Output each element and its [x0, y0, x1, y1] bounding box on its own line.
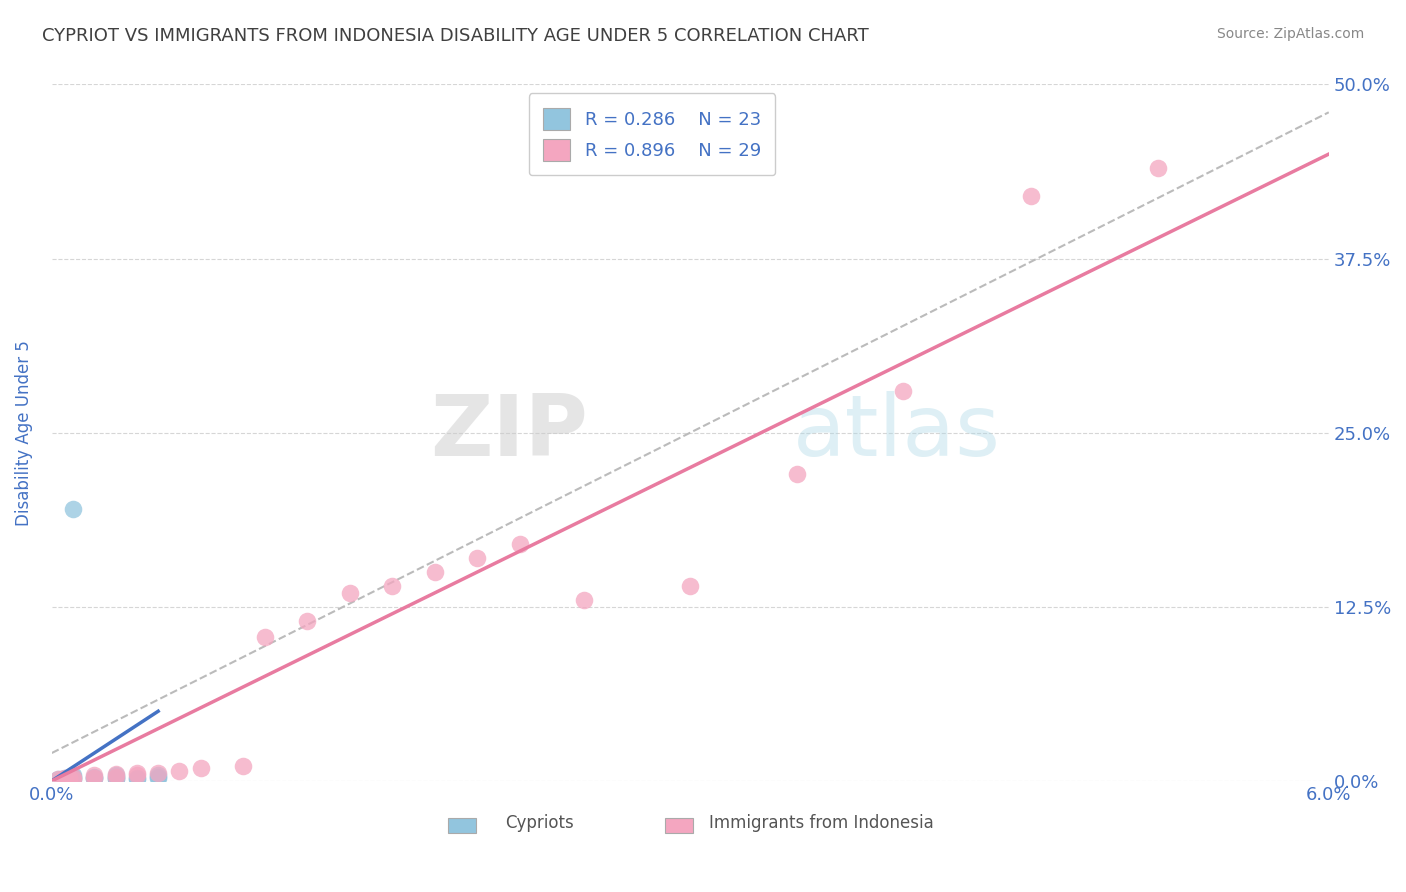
Point — [572, 592, 595, 607]
Point — [104, 767, 127, 781]
Point — [467, 551, 489, 566]
Point — [59, 771, 82, 785]
FancyBboxPatch shape — [447, 818, 475, 833]
Point — [146, 765, 169, 780]
Point — [679, 579, 702, 593]
Point — [83, 770, 105, 784]
Point — [125, 765, 148, 780]
Point — [190, 761, 212, 775]
Point — [58, 771, 80, 785]
Point — [125, 768, 148, 782]
Point — [1019, 189, 1042, 203]
Point — [83, 771, 105, 785]
Point — [423, 565, 446, 579]
Point — [83, 771, 105, 785]
Point — [83, 771, 105, 785]
Point — [1147, 161, 1170, 175]
Point — [169, 764, 191, 779]
Point — [786, 467, 808, 482]
Point — [381, 579, 404, 593]
Point — [62, 772, 84, 787]
Point — [62, 772, 84, 787]
Point — [46, 772, 69, 787]
Text: Source: ZipAtlas.com: Source: ZipAtlas.com — [1216, 27, 1364, 41]
Point — [295, 614, 318, 628]
Point — [62, 768, 84, 782]
Point — [53, 771, 76, 785]
Point — [509, 537, 531, 551]
Point — [232, 758, 254, 772]
Point — [104, 771, 127, 785]
Point — [55, 772, 77, 787]
Y-axis label: Disability Age Under 5: Disability Age Under 5 — [15, 340, 32, 525]
Point — [104, 772, 127, 787]
Point — [146, 768, 169, 782]
Point — [891, 384, 914, 398]
Point — [62, 770, 84, 784]
Point — [253, 631, 276, 645]
Point — [58, 772, 80, 787]
Text: CYPRIOT VS IMMIGRANTS FROM INDONESIA DISABILITY AGE UNDER 5 CORRELATION CHART: CYPRIOT VS IMMIGRANTS FROM INDONESIA DIS… — [42, 27, 869, 45]
FancyBboxPatch shape — [665, 818, 693, 833]
Text: ZIP: ZIP — [430, 392, 588, 475]
Point — [104, 770, 127, 784]
Legend: R = 0.286    N = 23, R = 0.896    N = 29: R = 0.286 N = 23, R = 0.896 N = 29 — [529, 94, 775, 176]
Point — [339, 586, 361, 600]
Point — [146, 770, 169, 784]
Point — [51, 772, 73, 787]
Text: atlas: atlas — [793, 392, 1001, 475]
Point — [125, 772, 148, 787]
Point — [53, 771, 76, 785]
Point — [125, 771, 148, 785]
Text: Immigrants from Indonesia: Immigrants from Indonesia — [710, 814, 934, 831]
Point — [62, 771, 84, 785]
Point — [146, 771, 169, 785]
Point — [104, 770, 127, 784]
Point — [83, 768, 105, 782]
Text: Cypriots: Cypriots — [505, 814, 574, 831]
Point — [62, 770, 84, 784]
Point — [51, 772, 73, 787]
Point — [62, 502, 84, 516]
Point — [104, 768, 127, 782]
Point — [46, 772, 69, 787]
